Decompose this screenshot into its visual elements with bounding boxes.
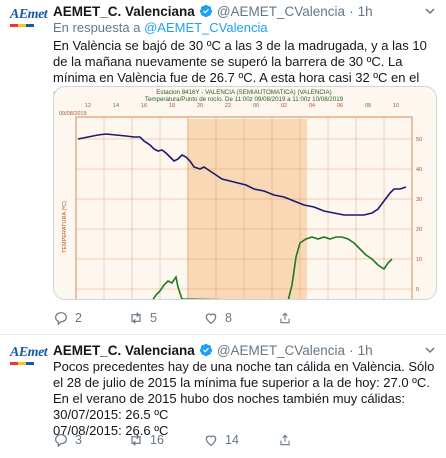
tweet-text-line: En el verano de 2015 hubo dos noches tam… — [53, 391, 405, 406]
y-axis-label: TEMPERATURA (ºC) — [61, 201, 68, 253]
right-tick: 40 — [416, 167, 422, 173]
reply-to-link[interactable]: @AEMET_CValencia — [144, 20, 268, 35]
chart-header-line1: Estacion 8416Y - VALENCIA (SEMIAUTOMATIC… — [156, 89, 331, 96]
heart-icon — [205, 313, 217, 325]
horizontal-grid — [76, 138, 412, 290]
top-tick: 08 — [365, 103, 371, 109]
reply-icon — [55, 434, 67, 448]
top-tick: 00 — [253, 103, 259, 109]
tweet-2[interactable]: AEmet AEMET_C. Valenciana @AEMET_CValenc… — [0, 336, 446, 458]
right-tick: 50 — [416, 137, 422, 143]
chevron-down-icon[interactable] — [424, 344, 436, 356]
like-count: 8 — [225, 311, 232, 325]
vertical-grid — [103, 117, 385, 299]
chart-date-label: 09/08/2019 — [59, 111, 87, 117]
verified-badge-icon — [199, 343, 212, 357]
tweet-actions: 2 5 8 — [53, 310, 298, 326]
retweet-icon — [131, 312, 141, 324]
avatar-logo-text: AEmet — [10, 7, 48, 22]
separator-dot: · — [349, 3, 354, 19]
right-tick: 20 — [416, 227, 422, 233]
temperature-chart-figure: Estacion 8416Y - VALENCIA (SEMIAUTOMATIC… — [54, 87, 436, 299]
retweet-count: 16 — [150, 433, 164, 447]
like-button[interactable]: 14 — [203, 432, 278, 448]
reply-icon — [55, 312, 67, 326]
like-count: 14 — [225, 433, 239, 447]
tweet-1[interactable]: AEmet AEMET_C. Valenciana @AEMET_CValenc… — [0, 0, 446, 335]
share-icon — [280, 312, 290, 324]
reply-count: 3 — [75, 433, 82, 447]
top-tick: 16 — [141, 103, 147, 109]
top-tick: 10 — [393, 103, 399, 109]
right-tick: 0 — [416, 287, 419, 293]
reply-prefix: En respuesta a — [53, 20, 141, 35]
author-handle[interactable]: @AEMET_CValencia — [216, 342, 346, 358]
tweet-text-line: 30/07/2015: 26.5 ºC — [53, 407, 169, 422]
verified-badge-icon — [199, 4, 212, 18]
like-button[interactable]: 8 — [203, 310, 278, 326]
separator-dot: · — [349, 342, 354, 358]
author-handle[interactable]: @AEMET_CValencia — [216, 3, 346, 19]
right-tick: 10 — [416, 257, 422, 263]
tweet-actions: 3 16 14 — [53, 432, 298, 448]
night-band — [187, 119, 307, 299]
share-button[interactable] — [278, 432, 298, 448]
chart-header-line2: Temperatura/Punto de rocío. De 11:00z 09… — [145, 96, 344, 103]
top-tick: 06 — [337, 103, 343, 109]
top-tick: 12 — [85, 103, 91, 109]
avatar-logo-text: AEmet — [10, 345, 48, 360]
tweet-text: Pocos precedentes hay de una noche tan c… — [53, 359, 438, 439]
avatar[interactable]: AEmet — [10, 7, 48, 36]
top-tick: 04 — [309, 103, 315, 109]
reply-button[interactable]: 3 — [53, 432, 128, 448]
top-tick: 20 — [197, 103, 203, 109]
tweet-text-line: Pocos precedentes hay de una noche tan c… — [53, 359, 435, 390]
right-tick-labels: 50 40 30 20 10 0 — [416, 137, 422, 293]
heart-icon — [205, 435, 217, 447]
retweet-icon — [131, 434, 141, 446]
author-name[interactable]: AEMET_C. Valenciana — [53, 342, 195, 358]
temperature-line — [77, 133, 407, 216]
avatar[interactable]: AEmet — [10, 345, 48, 374]
share-icon — [280, 434, 290, 446]
top-tick: 18 — [169, 103, 175, 109]
tweet-header: AEMET_C. Valenciana @AEMET_CValencia · 1… — [53, 2, 373, 20]
reply-count: 2 — [75, 311, 82, 325]
avatar-logo-stripe — [10, 24, 34, 27]
retweet-button[interactable]: 5 — [128, 310, 203, 326]
top-tick: 22 — [225, 103, 231, 109]
tweet-time[interactable]: 1h — [357, 3, 373, 19]
right-tick: 30 — [416, 197, 422, 203]
chart-image[interactable]: Estacion 8416Y - VALENCIA (SEMIAUTOMATIC… — [53, 86, 437, 300]
author-name[interactable]: AEMET_C. Valenciana — [53, 3, 195, 19]
chevron-down-icon[interactable] — [424, 5, 436, 17]
retweet-button[interactable]: 16 — [128, 432, 203, 448]
reply-context: En respuesta a @AEMET_CValencia — [53, 20, 268, 35]
tweet-time[interactable]: 1h — [357, 342, 373, 358]
top-tick: 02 — [281, 103, 287, 109]
tweet-text-line: 07/08/2015: 26.6 ºC — [53, 423, 169, 438]
dewpoint-line — [152, 236, 393, 299]
tweet-header: AEMET_C. Valenciana @AEMET_CValencia · 1… — [53, 341, 373, 359]
retweet-count: 5 — [150, 311, 157, 325]
reply-button[interactable]: 2 — [53, 310, 128, 326]
share-button[interactable] — [278, 310, 298, 326]
top-tick-labels: 12 14 16 18 20 22 00 02 04 06 08 10 — [85, 103, 399, 109]
top-tick: 14 — [113, 103, 119, 109]
avatar-logo-stripe — [10, 362, 34, 365]
